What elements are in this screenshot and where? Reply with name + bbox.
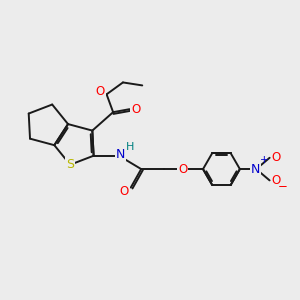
Text: O: O (131, 103, 141, 116)
Text: O: O (95, 85, 105, 98)
Text: +: + (260, 155, 269, 165)
Text: −: − (278, 180, 288, 194)
Text: O: O (178, 163, 188, 176)
Text: N: N (251, 163, 260, 176)
Text: N: N (116, 148, 125, 161)
Text: S: S (66, 158, 74, 171)
Text: O: O (272, 174, 281, 187)
Text: H: H (126, 142, 134, 152)
Text: O: O (272, 151, 281, 164)
Text: O: O (120, 184, 129, 198)
